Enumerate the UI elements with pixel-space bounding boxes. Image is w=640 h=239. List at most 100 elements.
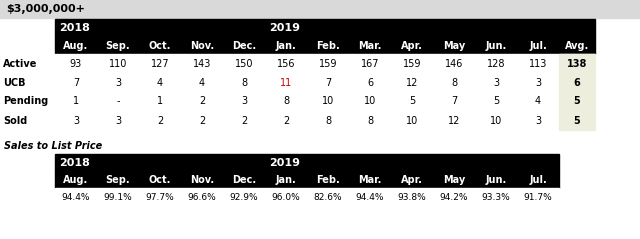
Text: 93.8%: 93.8%: [397, 192, 426, 201]
Text: Sales to List Price: Sales to List Price: [4, 141, 102, 151]
Text: 5: 5: [573, 115, 580, 125]
Text: 7: 7: [73, 77, 79, 87]
Text: 3: 3: [493, 77, 499, 87]
Text: Active: Active: [3, 59, 37, 69]
Text: 1: 1: [157, 97, 163, 107]
Text: 110: 110: [109, 59, 127, 69]
Bar: [559, 54, 595, 73]
Text: 6: 6: [367, 77, 373, 87]
Text: 10: 10: [364, 97, 376, 107]
Text: 1: 1: [73, 97, 79, 107]
Text: Nov.: Nov.: [190, 40, 214, 50]
Text: Feb.: Feb.: [316, 40, 340, 50]
Text: 150: 150: [235, 59, 253, 69]
Text: 4: 4: [535, 97, 541, 107]
Bar: [559, 111, 595, 130]
Text: 113: 113: [529, 59, 547, 69]
Text: 127: 127: [150, 59, 170, 69]
Text: 96.0%: 96.0%: [271, 192, 300, 201]
Text: 91.7%: 91.7%: [524, 192, 552, 201]
Text: 3: 3: [535, 77, 541, 87]
Text: Pending: Pending: [3, 97, 48, 107]
Bar: [55, 188, 559, 206]
Text: UCB: UCB: [3, 77, 26, 87]
Text: 10: 10: [490, 115, 502, 125]
Text: 94.4%: 94.4%: [61, 192, 90, 201]
Text: 97.7%: 97.7%: [146, 192, 174, 201]
Text: 82.6%: 82.6%: [314, 192, 342, 201]
Text: Jun.: Jun.: [485, 175, 507, 185]
Text: 2018: 2018: [59, 23, 90, 33]
Text: 7: 7: [325, 77, 331, 87]
Text: 94.4%: 94.4%: [356, 192, 384, 201]
Text: 2018: 2018: [59, 158, 90, 168]
Text: 5: 5: [573, 97, 580, 107]
Bar: [0, 111, 595, 130]
Text: Jul.: Jul.: [529, 175, 547, 185]
Text: 94.2%: 94.2%: [440, 192, 468, 201]
Text: 96.6%: 96.6%: [188, 192, 216, 201]
Text: $3,000,000+: $3,000,000+: [6, 4, 85, 14]
Text: Dec.: Dec.: [232, 175, 256, 185]
Text: 8: 8: [367, 115, 373, 125]
Text: 156: 156: [276, 59, 295, 69]
Bar: [55, 19, 595, 37]
Text: 167: 167: [361, 59, 380, 69]
Text: May: May: [443, 175, 465, 185]
Text: 93.3%: 93.3%: [482, 192, 510, 201]
Text: 8: 8: [451, 77, 457, 87]
Bar: [0, 73, 595, 92]
Text: 6: 6: [573, 77, 580, 87]
Text: 8: 8: [325, 115, 331, 125]
Text: 11: 11: [280, 77, 292, 87]
Text: 7: 7: [451, 97, 457, 107]
Text: Oct.: Oct.: [149, 40, 171, 50]
Bar: [55, 37, 595, 54]
Text: 2: 2: [199, 97, 205, 107]
Text: 8: 8: [241, 77, 247, 87]
Text: Apr.: Apr.: [401, 40, 423, 50]
Text: Mar.: Mar.: [358, 175, 381, 185]
Text: Feb.: Feb.: [316, 175, 340, 185]
Text: 2: 2: [283, 115, 289, 125]
Text: 93: 93: [70, 59, 82, 69]
Text: Jan.: Jan.: [276, 175, 296, 185]
Text: Nov.: Nov.: [190, 175, 214, 185]
Text: 92.9%: 92.9%: [230, 192, 259, 201]
Text: Jul.: Jul.: [529, 40, 547, 50]
Text: 2: 2: [199, 115, 205, 125]
Text: 2: 2: [157, 115, 163, 125]
Bar: [0, 0, 640, 18]
Text: -: -: [116, 97, 120, 107]
Text: 143: 143: [193, 59, 211, 69]
Text: Aug.: Aug.: [63, 40, 88, 50]
Text: 8: 8: [283, 97, 289, 107]
Text: Jan.: Jan.: [276, 40, 296, 50]
Text: 159: 159: [319, 59, 337, 69]
Text: 5: 5: [409, 97, 415, 107]
Text: 2: 2: [241, 115, 247, 125]
Text: 12: 12: [406, 77, 418, 87]
Text: Oct.: Oct.: [149, 175, 171, 185]
Text: 3: 3: [535, 115, 541, 125]
Text: 4: 4: [199, 77, 205, 87]
Bar: [559, 92, 595, 111]
Text: 128: 128: [487, 59, 505, 69]
Text: Apr.: Apr.: [401, 175, 423, 185]
Text: 3: 3: [241, 97, 247, 107]
Text: Aug.: Aug.: [63, 175, 88, 185]
Text: Sold: Sold: [3, 115, 28, 125]
Text: 2019: 2019: [269, 158, 300, 168]
Text: 138: 138: [567, 59, 587, 69]
Text: 3: 3: [115, 115, 121, 125]
Text: 146: 146: [445, 59, 463, 69]
Text: Dec.: Dec.: [232, 40, 256, 50]
Text: 10: 10: [322, 97, 334, 107]
Text: 3: 3: [115, 77, 121, 87]
Text: Sep.: Sep.: [106, 40, 131, 50]
Text: Avg.: Avg.: [565, 40, 589, 50]
Bar: [0, 54, 595, 73]
Text: Mar.: Mar.: [358, 40, 381, 50]
Text: 4: 4: [157, 77, 163, 87]
Bar: [0, 92, 595, 111]
